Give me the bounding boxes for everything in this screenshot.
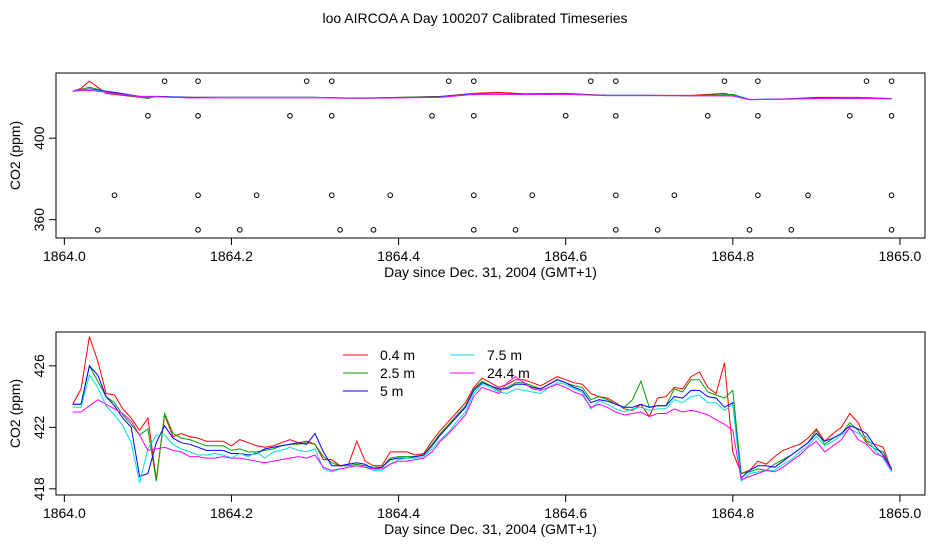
top-x-tick-label: 1865.0 bbox=[879, 248, 922, 264]
bottom-y-tick-label: 418 bbox=[31, 477, 47, 501]
top-data-point bbox=[704, 112, 711, 119]
bottom-x-tick-label: 1864.8 bbox=[711, 505, 754, 521]
top-data-point bbox=[328, 192, 335, 199]
top-data-point bbox=[337, 227, 343, 233]
top-data-point bbox=[195, 112, 201, 119]
bottom-legend-label: 7.5 m bbox=[487, 347, 522, 363]
top-data-point bbox=[445, 78, 452, 84]
top-data-point bbox=[529, 192, 536, 199]
top-y-axis-label: CO2 (ppm) bbox=[7, 121, 23, 190]
top-x-tick-label: 1864.2 bbox=[210, 248, 253, 264]
top-data-point bbox=[470, 227, 477, 233]
top-data-point bbox=[562, 112, 569, 119]
top-data-point bbox=[287, 112, 293, 119]
top-x-tick-label: 1864.8 bbox=[711, 248, 754, 264]
bottom-series-7-5-m-line bbox=[72, 373, 893, 483]
bottom-legend-label: 5 m bbox=[380, 383, 403, 399]
bottom-series-5-m-line bbox=[72, 364, 893, 480]
top-x-tick-label: 1864.0 bbox=[43, 248, 86, 264]
top-data-point bbox=[746, 227, 753, 233]
top-data-point bbox=[429, 112, 435, 119]
bottom-series-2-5-m-line bbox=[72, 364, 893, 482]
top-data-point bbox=[253, 192, 260, 199]
bottom-x-axis-label: Day since Dec. 31, 2004 (GMT+1) bbox=[384, 521, 597, 537]
top-data-point bbox=[755, 112, 761, 119]
top-data-point bbox=[195, 78, 201, 84]
top-data-point bbox=[755, 78, 761, 84]
top-panel: 1864.0 1864.2 1864.4 1864.6 1864.8 1865.0 360 4… bbox=[7, 72, 926, 280]
bottom-y-tick-label: 422 bbox=[31, 415, 47, 439]
bottom-series-0-4-m-line bbox=[72, 336, 893, 480]
top-data-point bbox=[613, 78, 619, 84]
top-data-point bbox=[470, 112, 477, 119]
bottom-series-24-4-m-line bbox=[72, 375, 893, 481]
bottom-legend-label: 24.4 m bbox=[487, 365, 530, 381]
top-data-point bbox=[195, 227, 201, 233]
top-data-point bbox=[94, 227, 101, 233]
top-data-point bbox=[237, 227, 243, 233]
top-plot-frame bbox=[55, 72, 926, 239]
top-data-point bbox=[161, 78, 168, 84]
bottom-x-tick-label: 1864.2 bbox=[210, 505, 253, 521]
top-data-point bbox=[370, 227, 377, 233]
top-data-point bbox=[671, 192, 678, 199]
bottom-panel: 1864.0 1864.2 1864.4 1864.6 1864.8 1865.0 418 4… bbox=[7, 331, 926, 537]
chart-title: loo AIRCOA A Day 100207 Calibrated Times… bbox=[322, 10, 628, 26]
top-data-point bbox=[805, 192, 811, 199]
top-x-axis-label: Day since Dec. 31, 2004 (GMT+1) bbox=[384, 264, 597, 280]
top-data-point bbox=[587, 78, 594, 84]
top-data-point bbox=[195, 192, 201, 199]
top-data-point bbox=[613, 192, 619, 199]
top-data-point bbox=[470, 78, 477, 84]
top-data-point bbox=[512, 227, 519, 233]
bottom-legend-label: 2.5 m bbox=[380, 365, 415, 381]
bottom-x-tick-label: 1864.6 bbox=[544, 505, 587, 521]
bottom-x-tick-label: 1864.0 bbox=[43, 505, 86, 521]
top-data-point bbox=[846, 112, 853, 119]
top-series-5-line bbox=[72, 89, 892, 101]
bottom-y-axis-label: CO2 (ppm) bbox=[7, 379, 23, 448]
bottom-x-tick-label: 1865.0 bbox=[879, 505, 922, 521]
bottom-y-tick-label: 426 bbox=[31, 354, 47, 378]
top-data-point bbox=[863, 78, 870, 84]
top-y-tick-label: 400 bbox=[31, 126, 47, 150]
top-data-point bbox=[755, 192, 761, 199]
top-data-point bbox=[145, 112, 151, 119]
top-data-point bbox=[328, 112, 335, 119]
bottom-legend-label: 0.4 m bbox=[380, 347, 415, 363]
top-data-point bbox=[613, 227, 619, 233]
top-data-point bbox=[387, 192, 394, 199]
top-x-tick-label: 1864.6 bbox=[544, 248, 587, 264]
bottom-x-tick-label: 1864.4 bbox=[377, 505, 420, 521]
top-series-1-line bbox=[72, 80, 892, 100]
top-data-point bbox=[328, 78, 335, 84]
top-x-tick-label: 1864.4 bbox=[377, 248, 420, 264]
top-data-point bbox=[654, 227, 661, 233]
top-data-point bbox=[888, 192, 895, 199]
top-y-tick-label: 360 bbox=[31, 208, 47, 232]
top-data-point bbox=[888, 78, 895, 84]
top-data-point bbox=[470, 192, 477, 199]
top-data-point bbox=[721, 78, 728, 84]
top-data-point bbox=[888, 112, 895, 119]
top-data-point bbox=[303, 78, 310, 84]
bottom-plot-frame bbox=[55, 331, 926, 496]
top-data-point bbox=[888, 227, 895, 233]
top-data-point bbox=[613, 112, 619, 119]
top-data-point bbox=[111, 192, 118, 199]
top-data-point bbox=[788, 227, 795, 233]
